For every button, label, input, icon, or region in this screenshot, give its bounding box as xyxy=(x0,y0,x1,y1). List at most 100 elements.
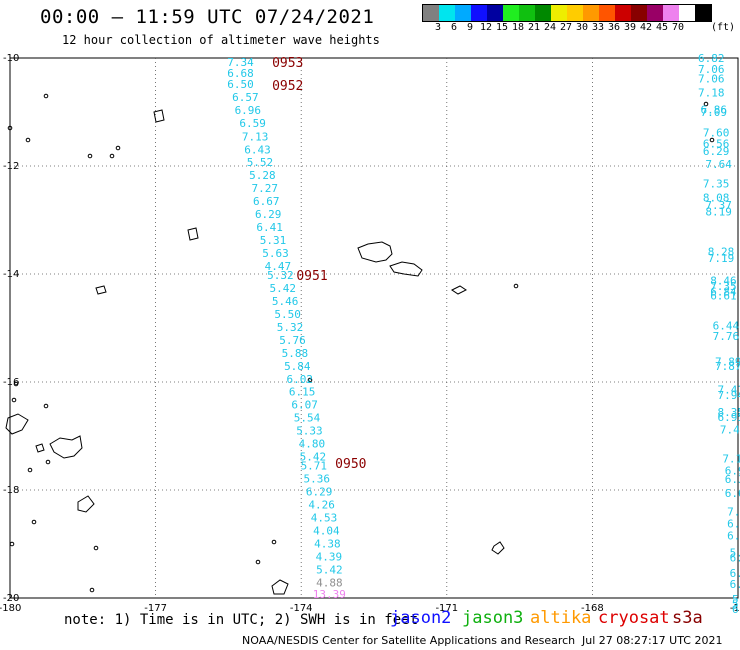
islet-dot xyxy=(43,93,49,99)
islet-dot xyxy=(255,559,261,565)
islet-dot xyxy=(307,377,313,383)
islet-dot xyxy=(13,381,19,387)
wave-height-value: 6.68 xyxy=(227,67,254,80)
note-text: note: 1) Time is in UTC; 2) SWH is in fe… xyxy=(64,612,419,628)
islet-dot xyxy=(271,539,277,545)
wave-height-value: 6.34 xyxy=(725,473,740,486)
satellite-s3a-label: s3a xyxy=(672,608,703,628)
wave-height-value: 7.23 xyxy=(727,506,740,519)
wave-height-value: 8.46 xyxy=(710,274,737,287)
legend-swatch xyxy=(599,5,615,21)
lon-tick-label: -16 xyxy=(730,603,740,614)
wave-height-value: 6.15 xyxy=(289,386,316,399)
wave-height-value: 7.35 xyxy=(703,177,730,190)
wave-height-value: 6.95 xyxy=(717,411,740,424)
legend-swatch xyxy=(615,5,631,21)
pass-time-label: 0951 xyxy=(296,269,327,284)
legend-swatch xyxy=(503,5,519,21)
satellite-jason3-label: jason3 xyxy=(462,608,524,628)
wave-height-value: 7.14 xyxy=(722,453,740,466)
wave-height-value: 8.08 xyxy=(703,191,730,204)
pass-time-label: 0952 xyxy=(272,79,303,94)
wave-height-value: 5.54 xyxy=(294,412,321,425)
wave-height-value: 6.44 xyxy=(713,319,740,332)
wave-height-value: 5.42 xyxy=(300,451,327,464)
wave-height-value: 7.87 xyxy=(715,360,740,373)
wave-height-value: 7.09 xyxy=(700,106,727,119)
wave-height-value: 6.82 xyxy=(698,52,725,65)
lon-tick-label: -177 xyxy=(144,603,167,614)
island-taveuni xyxy=(35,443,45,453)
wave-height-value: 6.02 xyxy=(286,373,313,386)
islet-dot xyxy=(45,459,51,465)
legend-swatch xyxy=(695,5,711,21)
islet-dot xyxy=(115,145,121,151)
lat-tick-label: -14 xyxy=(3,269,19,280)
wave-height-value: 6.92 xyxy=(725,465,740,478)
legend-swatch xyxy=(663,5,679,21)
wave-height-value: 6.86 xyxy=(700,103,727,116)
wave-height-value: 6.47 xyxy=(732,603,740,616)
wave-height-value: 5.32 xyxy=(277,321,304,334)
lat-tick-label: -18 xyxy=(3,485,19,496)
wave-height-value: 7.94 xyxy=(717,389,740,402)
wave-height-value: 6.56 xyxy=(703,137,730,150)
lat-tick-label: -12 xyxy=(3,161,19,172)
lon-tick-label: -180 xyxy=(0,603,21,614)
wave-height-value: 6.68 xyxy=(725,487,740,500)
legend-tick-label: 27 xyxy=(559,22,573,33)
legend-tick-label: 6 xyxy=(450,22,458,33)
wave-height-value: 6.95 xyxy=(727,517,740,530)
legend-tick-label: 18 xyxy=(511,22,525,33)
wave-height-value: 5.90 xyxy=(732,597,740,610)
islet-dot xyxy=(43,403,49,409)
wave-height-value: 6.61 xyxy=(710,290,737,303)
islet-dot xyxy=(7,125,13,131)
wave-height-value: 6.26 xyxy=(730,578,740,591)
islet-dot xyxy=(93,545,99,551)
wave-height-value: 5.76 xyxy=(730,547,740,560)
wave-height-value: 7.89 xyxy=(715,355,740,368)
lat-tick-label: -10 xyxy=(3,53,19,64)
wave-height-value: 7.06 xyxy=(698,73,725,86)
wave-height-value: 5.84 xyxy=(284,360,311,373)
wave-height-value: 4.04 xyxy=(313,525,340,538)
wave-height-value: 7.18 xyxy=(698,87,725,100)
wave-height-value: 6.84 xyxy=(710,285,737,298)
islet-dot xyxy=(11,397,17,403)
legend-tick-label: 33 xyxy=(591,22,605,33)
island-futuna xyxy=(95,285,107,295)
islet-dot xyxy=(89,587,95,593)
island-wallis xyxy=(187,227,199,241)
map-subtitle: 12 hour collection of altimeter wave hei… xyxy=(62,33,380,47)
wave-height-value: 6.29 xyxy=(306,486,333,499)
island-vavau xyxy=(271,579,289,595)
wave-height-value: 6.03 xyxy=(730,552,740,565)
wave-height-value: 7.27 xyxy=(252,182,279,195)
map-frame xyxy=(9,57,739,599)
legend-swatch xyxy=(519,5,535,21)
island-tutuila xyxy=(451,285,467,295)
island-lau xyxy=(77,495,95,513)
legend-tick-label: 42 xyxy=(639,22,653,33)
legend-tick-label: 15 xyxy=(495,22,509,33)
legend-swatch xyxy=(535,5,551,21)
wave-height-value: 7.19 xyxy=(708,252,735,265)
legend-tick-label: 24 xyxy=(543,22,557,33)
legend-swatch xyxy=(455,5,471,21)
wave-height-value: 5.46 xyxy=(272,295,299,308)
islet-dot xyxy=(25,137,31,143)
wave-height-value: 5.28 xyxy=(249,169,276,182)
wave-height-value: 7.41 xyxy=(717,384,740,397)
islet-dot xyxy=(27,467,33,473)
legend-tick-label: 3 xyxy=(434,22,442,33)
wave-height-value: 6.67 xyxy=(253,195,280,208)
wave-height-value: 7.35 xyxy=(710,280,737,293)
island-upolu xyxy=(389,261,423,277)
islet-dot xyxy=(87,153,93,159)
island-vanua-levu xyxy=(49,435,83,459)
wave-height-value: 6.07 xyxy=(291,399,318,412)
satellite-jason2-label: jason2 xyxy=(390,608,452,628)
wave-height-value: 5.63 xyxy=(262,247,289,260)
wave-height-value: 6.96 xyxy=(235,104,262,117)
